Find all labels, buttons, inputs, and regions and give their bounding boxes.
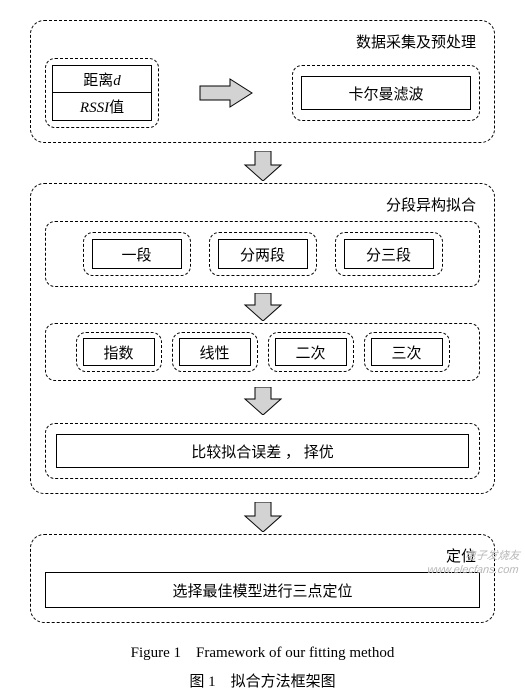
arrow-down-3 [45, 387, 480, 415]
fit-item: 二次 [268, 332, 354, 372]
watermark-line1: 电子发烧友 [428, 549, 520, 563]
box-compare: 比较拟合误差 ， 择优 [56, 434, 469, 468]
compare-group: 比较拟合误差 ， 择优 [45, 423, 480, 479]
box-seg-1: 一段 [92, 239, 182, 269]
segment-item: 分三段 [335, 232, 443, 276]
fit-types-row: 指数 线性 二次 三次 [52, 332, 473, 372]
label-rssi: RSSI值 [80, 96, 124, 117]
box-rssi: RSSI值 [52, 93, 152, 121]
box-distance: 距离d [52, 65, 152, 93]
segments-group: 一段 分两段 分三段 [45, 221, 480, 287]
box-kalman: 卡尔曼滤波 [301, 76, 471, 110]
box-seg-3: 分三段 [344, 239, 434, 269]
panel-fitting: 分段异构拟合 一段 分两段 分三段 指数 线性 二 [30, 183, 495, 494]
fit-item: 指数 [76, 332, 162, 372]
fit-item: 线性 [172, 332, 258, 372]
box-seg-2: 分两段 [218, 239, 308, 269]
compare-dashed: 比较拟合误差 ， 择优 [45, 423, 480, 479]
fit-item: 三次 [364, 332, 450, 372]
watermark: 电子发烧友 www.elecfans.com [427, 549, 521, 578]
segments-row: 一段 分两段 分三段 [54, 232, 471, 276]
panel-localization: 定位 选择最佳模型进行三点定位 [30, 534, 495, 623]
panel-preprocessing-title: 数据采集及预处理 [45, 31, 480, 52]
input-group: 距离d RSSI值 [45, 58, 159, 128]
box-fit-exp: 指数 [83, 338, 155, 366]
kalman-group: 卡尔曼滤波 [292, 65, 480, 121]
box-fit-cubic: 三次 [371, 338, 443, 366]
arrow-right-1 [196, 73, 256, 113]
box-localization: 选择最佳模型进行三点定位 [45, 572, 480, 608]
panel1-inner: 距离d RSSI值 卡尔曼滤波 [45, 58, 480, 128]
fit-types-group: 指数 线性 二次 三次 [45, 323, 480, 381]
arrow-down-2 [45, 293, 480, 321]
label-distance: 距离d [83, 69, 121, 90]
watermark-line2: www.elecfans.com [427, 564, 519, 578]
arrow-down-4 [30, 502, 495, 532]
panel-preprocessing: 数据采集及预处理 距离d RSSI值 卡尔曼滤波 [30, 20, 495, 143]
box-fit-lin: 线性 [179, 338, 251, 366]
arrow-down-1 [30, 151, 495, 181]
figure-caption: Figure 1 Framework of our fitting method… [30, 639, 495, 696]
segment-item: 一段 [83, 232, 191, 276]
caption-zh: 图 1 拟合方法框架图 [30, 668, 495, 696]
panel-fitting-title: 分段异构拟合 [45, 194, 480, 215]
panel-localization-title: 定位 [45, 545, 480, 566]
box-fit-quad: 二次 [275, 338, 347, 366]
segment-item: 分两段 [209, 232, 317, 276]
caption-en: Figure 1 Framework of our fitting method [30, 639, 495, 668]
